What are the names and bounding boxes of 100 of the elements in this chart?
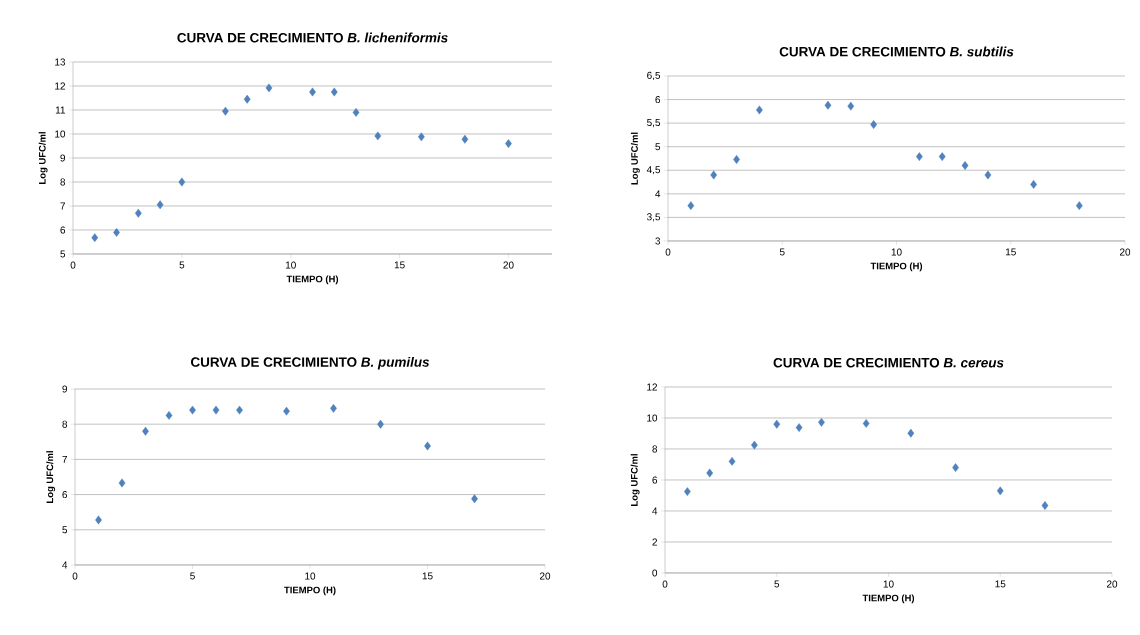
point (847, 101, 855, 111)
point (961, 161, 969, 170)
point (91, 233, 99, 243)
x-tick-label: 15 (1005, 248, 1016, 256)
point (733, 155, 740, 164)
point (984, 170, 992, 180)
y-tick-label: 11 (55, 106, 66, 114)
point (243, 94, 251, 104)
point (265, 83, 273, 93)
point (352, 107, 360, 117)
point (222, 106, 229, 116)
point (1075, 201, 1083, 211)
point (283, 406, 290, 416)
y-tick-label: 8 (60, 178, 66, 186)
x-axis-title: TIEMPO (H) (284, 586, 336, 596)
y-axis-title: Log UFC/ml (630, 454, 640, 506)
point (505, 139, 512, 148)
point (916, 152, 923, 161)
point (212, 405, 220, 415)
y-tick-label: 6,5 (647, 71, 661, 81)
point (134, 208, 142, 218)
point (706, 468, 714, 478)
x-tick-label: 20 (1119, 248, 1131, 256)
chart-title: CURVA DE CRECIMIENTO B. pumilus (191, 356, 430, 370)
point (461, 134, 469, 144)
y-tick-label: 10 (55, 130, 66, 138)
point (330, 403, 337, 413)
point (824, 100, 832, 110)
x-axis-title: TIEMPO (H) (286, 275, 339, 285)
point (309, 87, 316, 97)
x-tick-label: 15 (995, 580, 1006, 588)
point (728, 456, 736, 466)
x-tick-label: 15 (394, 261, 405, 269)
y-tick-label: 5 (62, 526, 68, 534)
y-tick-label: 6 (62, 491, 68, 499)
x-axis-title: TIEMPO (H) (870, 262, 923, 272)
y-tick-label: 6 (652, 476, 658, 484)
x-tick-label: 0 (72, 572, 78, 580)
point (907, 428, 915, 438)
y-tick-label: 3,5 (647, 213, 661, 222)
point (95, 515, 102, 525)
point (862, 419, 870, 428)
chart-title: CURVA DE CRECIMIENTO B. cereus (773, 357, 1004, 368)
y-tick-label: 4 (62, 561, 68, 569)
x-tick-label: 15 (422, 572, 433, 580)
x-tick-label: 20 (539, 572, 551, 580)
point (377, 419, 384, 429)
y-tick-label: 12 (647, 383, 657, 391)
y-tick-label: 6 (655, 96, 661, 104)
y-tick-label: 6 (60, 226, 66, 234)
point (471, 494, 478, 504)
y-tick-label: 12 (55, 82, 65, 90)
point (952, 463, 959, 472)
point (236, 405, 243, 415)
point (424, 441, 431, 451)
point (418, 132, 425, 142)
x-tick-label: 0 (70, 261, 76, 269)
point (870, 120, 878, 129)
y-tick-label: 9 (62, 385, 68, 393)
x-tick-label: 5 (779, 248, 785, 256)
y-tick-label: 4 (652, 507, 658, 515)
point (118, 478, 126, 488)
y-tick-label: 7 (62, 455, 67, 463)
point (189, 405, 196, 415)
x-axis-title: TIEMPO (H) (862, 594, 915, 604)
y-axis-title: Log UFC/ml (46, 451, 56, 503)
x-tick-label: 10 (305, 572, 316, 580)
y-tick-label: 8 (652, 445, 658, 453)
y-tick-label: 8 (62, 420, 68, 428)
point (687, 201, 695, 211)
chart-title: CURVA DE CRECIMIENTO B. subtilis (779, 46, 1014, 57)
point (165, 410, 173, 420)
x-tick-label: 0 (665, 248, 671, 256)
x-tick-label: 0 (662, 580, 668, 588)
x-tick-label: 5 (190, 572, 195, 580)
y-tick-label: 3 (655, 237, 661, 245)
point (710, 170, 718, 180)
y-tick-label: 4,5 (646, 166, 661, 175)
chart-title: CURVA DE CRECIMIENTO B. licheniformis (177, 32, 448, 43)
point (773, 419, 781, 429)
point (178, 177, 186, 187)
point (330, 87, 338, 97)
point (795, 423, 803, 432)
x-tick-label: 10 (891, 248, 902, 256)
x-tick-label: 20 (503, 261, 514, 269)
y-tick-label: 2 (652, 538, 657, 546)
x-tick-label: 10 (285, 261, 296, 269)
point (142, 426, 149, 436)
x-tick-label: 10 (883, 580, 894, 588)
point (938, 152, 946, 161)
point (374, 131, 382, 141)
y-tick-label: 10 (647, 414, 658, 422)
x-tick-label: 5 (179, 261, 185, 269)
x-tick-label: 5 (774, 580, 780, 588)
y-tick-label: 9 (60, 154, 66, 162)
point (751, 440, 758, 450)
point (113, 227, 120, 237)
y-tick-label: 7 (60, 202, 65, 210)
point (996, 486, 1004, 496)
point (818, 417, 825, 427)
